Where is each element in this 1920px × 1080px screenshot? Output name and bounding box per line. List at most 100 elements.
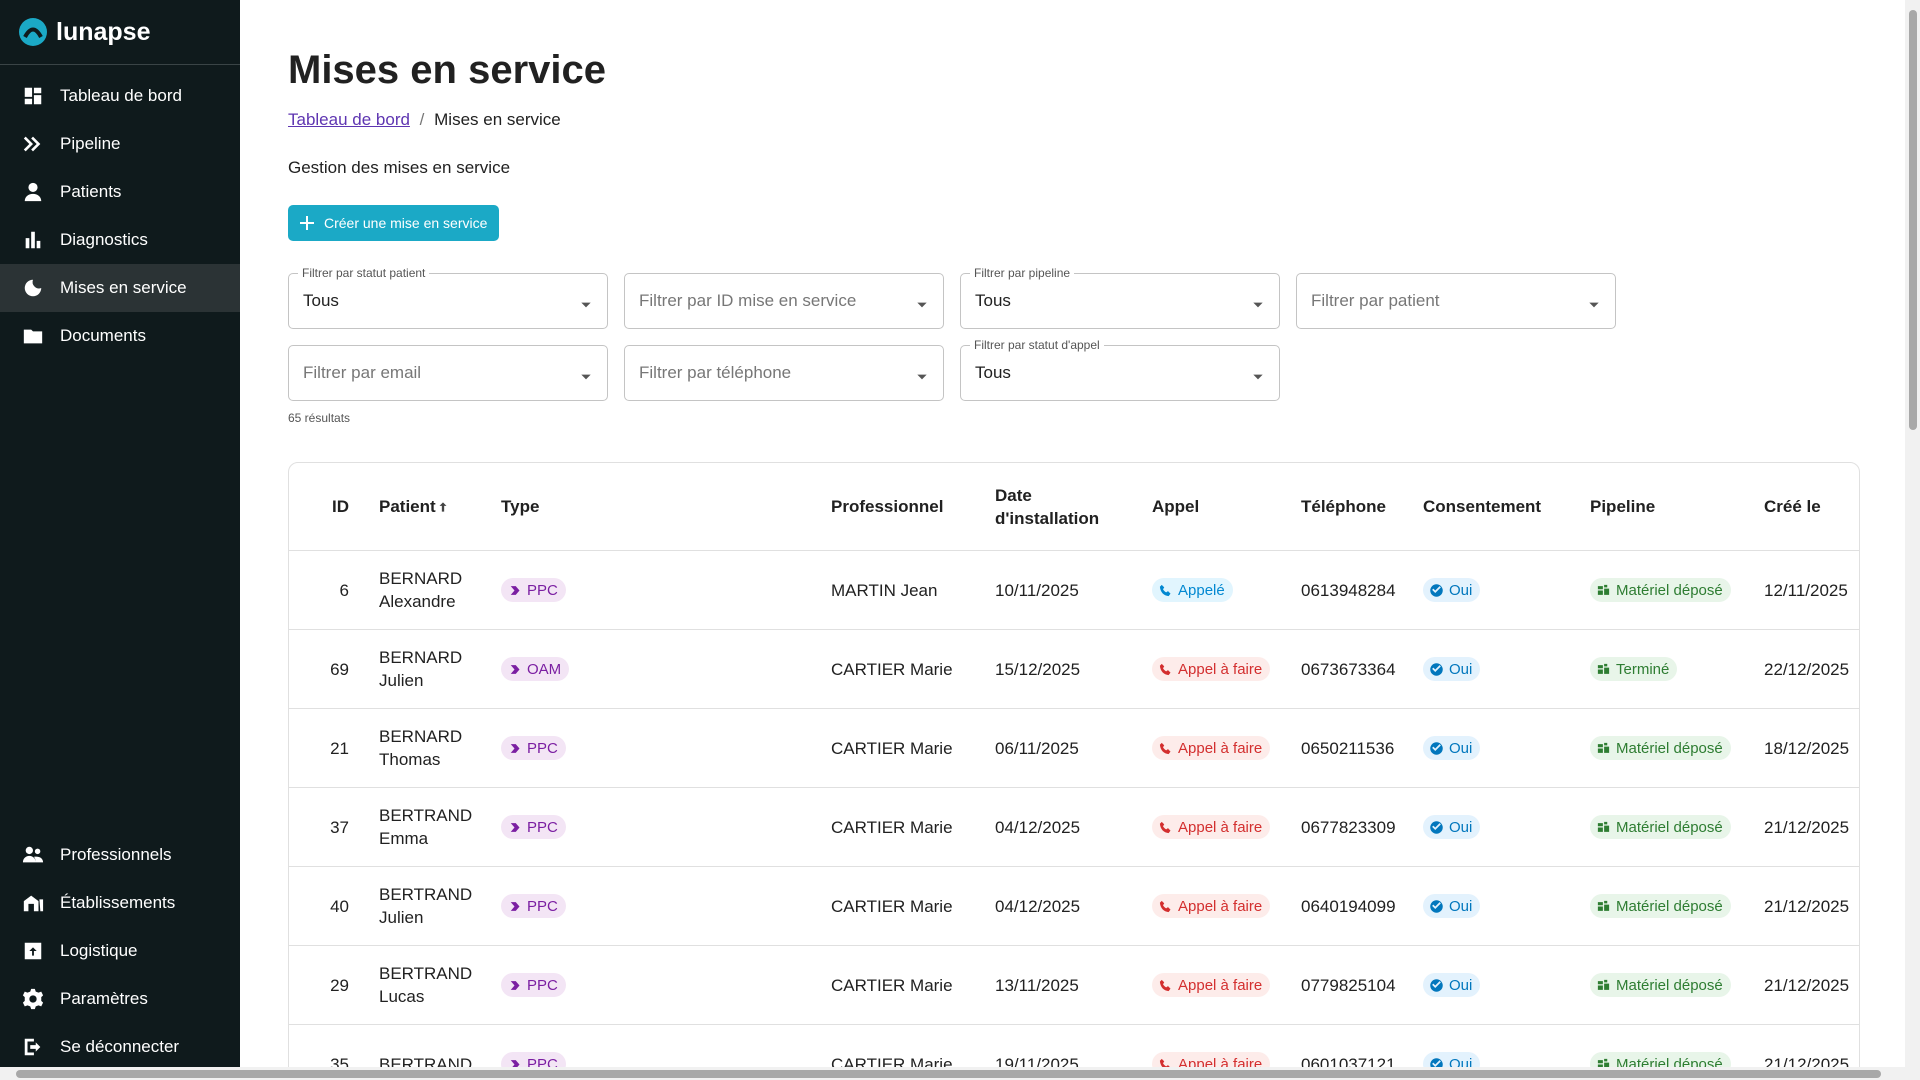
cell-text: CARTIER Marie: [831, 895, 953, 918]
filter-placeholder: Filtrer par patient: [1311, 291, 1440, 311]
cell-text: 10/11/2025: [995, 579, 1079, 602]
cell-text: 21/12/2025: [1764, 895, 1849, 918]
column-header[interactable]: Pipeline: [1590, 463, 1760, 550]
icon: [1158, 741, 1173, 756]
table-cell: Oui: [1423, 946, 1583, 1024]
status-chip: PPC: [501, 1052, 566, 1067]
nav-item[interactable]: Paramètres: [0, 975, 240, 1023]
icon: [1429, 1057, 1444, 1068]
filter-value: Tous: [975, 363, 1011, 383]
column-header[interactable]: ID: [289, 463, 349, 550]
status-chip: Oui: [1423, 973, 1480, 997]
nav-item[interactable]: Documents: [0, 312, 240, 360]
filter-label: Filtrer par statut d'appel: [970, 338, 1104, 352]
page-title: Mises en service: [288, 48, 606, 93]
column-header[interactable]: Type: [501, 463, 801, 550]
chip-label: PPC: [527, 816, 558, 839]
table-cell: Terminé: [1590, 630, 1760, 708]
chip-label: Appel à faire: [1178, 737, 1262, 760]
filter-select[interactable]: Filtrer par patient: [1296, 273, 1616, 329]
nav-item[interactable]: Se déconnecter: [0, 1023, 240, 1071]
cell-text: BERNARD Julien: [379, 646, 489, 692]
table-cell: OAM: [501, 630, 801, 708]
table-cell: 18/12/2025: [1764, 709, 1859, 787]
description: Gestion des mises en service: [288, 158, 510, 178]
table-cell: 22/12/2025: [1764, 630, 1859, 708]
status-chip: Appel à faire: [1152, 894, 1270, 918]
nav-item[interactable]: Pipeline: [0, 120, 240, 168]
nav-label: Professionnels: [60, 845, 172, 865]
table-cell: Matériel déposé: [1590, 709, 1760, 787]
horizontal-scrollbar[interactable]: [0, 1067, 1905, 1080]
results-count: 65 résultats: [288, 411, 350, 425]
chip-label: Appelé: [1178, 579, 1225, 602]
table-row[interactable]: 40BERTRAND JulienPPCCARTIER Marie04/12/2…: [289, 867, 1860, 946]
icon: [22, 988, 44, 1010]
column-header[interactable]: Patient: [379, 463, 489, 550]
chip-label: Oui: [1449, 816, 1472, 839]
column-header[interactable]: Consentement: [1423, 463, 1583, 550]
filter-select[interactable]: Filtrer par pipelineTous: [960, 273, 1280, 329]
table-cell: 35: [289, 1025, 349, 1067]
table-row[interactable]: 6BERNARD AlexandrePPCMARTIN Jean10/11/20…: [289, 551, 1860, 630]
column-title: Patient: [379, 495, 436, 518]
nav-item[interactable]: Diagnostics: [0, 216, 240, 264]
icon: [22, 844, 44, 866]
create-button[interactable]: Créer une mise en service: [288, 205, 499, 241]
chip-label: Matériel déposé: [1616, 974, 1723, 997]
table-row[interactable]: 35BERTRANDPPCCARTIER Marie19/11/2025Appe…: [289, 1025, 1860, 1067]
nav-item[interactable]: Professionnels: [0, 831, 240, 879]
column-header[interactable]: Professionnel: [831, 463, 991, 550]
logo[interactable]: lunapse: [18, 14, 150, 50]
column-title: Pipeline: [1590, 495, 1655, 518]
chip-label: Appel à faire: [1178, 816, 1262, 839]
chip-label: PPC: [527, 974, 558, 997]
table-cell: 69: [289, 630, 349, 708]
cell-text: 0640194099: [1301, 895, 1396, 918]
icon: [1158, 1057, 1173, 1068]
chip-label: Terminé: [1616, 658, 1669, 681]
chip-label: Appel à faire: [1178, 974, 1262, 997]
column-header[interactable]: Créé le: [1764, 463, 1859, 550]
icon: [579, 298, 593, 312]
scroll-thumb[interactable]: [16, 1070, 1881, 1078]
filter-select[interactable]: Filtrer par statut patientTous: [288, 273, 608, 329]
table-row[interactable]: 37BERTRAND EmmaPPCCARTIER Marie04/12/202…: [289, 788, 1860, 867]
cell-text: 40: [330, 895, 349, 918]
icon: [1596, 741, 1611, 756]
table-row[interactable]: 69BERNARD JulienOAMCARTIER Marie15/12/20…: [289, 630, 1860, 709]
scroll-thumb[interactable]: [1909, 10, 1917, 430]
filter-select[interactable]: Filtrer par email: [288, 345, 608, 401]
chip-label: Matériel déposé: [1616, 1053, 1723, 1068]
nav-item[interactable]: Logistique: [0, 927, 240, 975]
table-cell: 21/12/2025: [1764, 946, 1859, 1024]
table-cell: 04/12/2025: [995, 788, 1140, 866]
table-row[interactable]: 21BERNARD ThomasPPCCARTIER Marie06/11/20…: [289, 709, 1860, 788]
nav-item[interactable]: Établissements: [0, 879, 240, 927]
table-cell: PPC: [501, 867, 801, 945]
vertical-scrollbar[interactable]: [1905, 0, 1920, 1080]
filter-placeholder: Filtrer par téléphone: [639, 363, 791, 383]
column-header[interactable]: Téléphone: [1301, 463, 1421, 550]
cell-text: 13/11/2025: [995, 974, 1079, 997]
filter-select[interactable]: Filtrer par téléphone: [624, 345, 944, 401]
icon: [22, 181, 44, 203]
status-chip: Matériel déposé: [1590, 736, 1731, 760]
icon: [1596, 662, 1611, 677]
table-cell: 0650211536: [1301, 709, 1421, 787]
chip-label: PPC: [527, 1053, 558, 1068]
column-header[interactable]: Appel: [1152, 463, 1297, 550]
nav-item[interactable]: Tableau de bord: [0, 72, 240, 120]
column-header[interactable]: Date d'installation: [995, 463, 1140, 550]
table-row[interactable]: 29BERTRAND LucasPPCCARTIER Marie13/11/20…: [289, 946, 1860, 1025]
icon: [1429, 899, 1444, 914]
breadcrumb-link[interactable]: Tableau de bord: [288, 110, 410, 129]
filter-select[interactable]: Filtrer par statut d'appelTous: [960, 345, 1280, 401]
table-cell: Oui: [1423, 867, 1583, 945]
nav-item[interactable]: Mises en service: [0, 264, 240, 312]
table-cell: 15/12/2025: [995, 630, 1140, 708]
icon: [1596, 978, 1611, 993]
filter-select[interactable]: Filtrer par ID mise en service: [624, 273, 944, 329]
nav-item[interactable]: Patients: [0, 168, 240, 216]
